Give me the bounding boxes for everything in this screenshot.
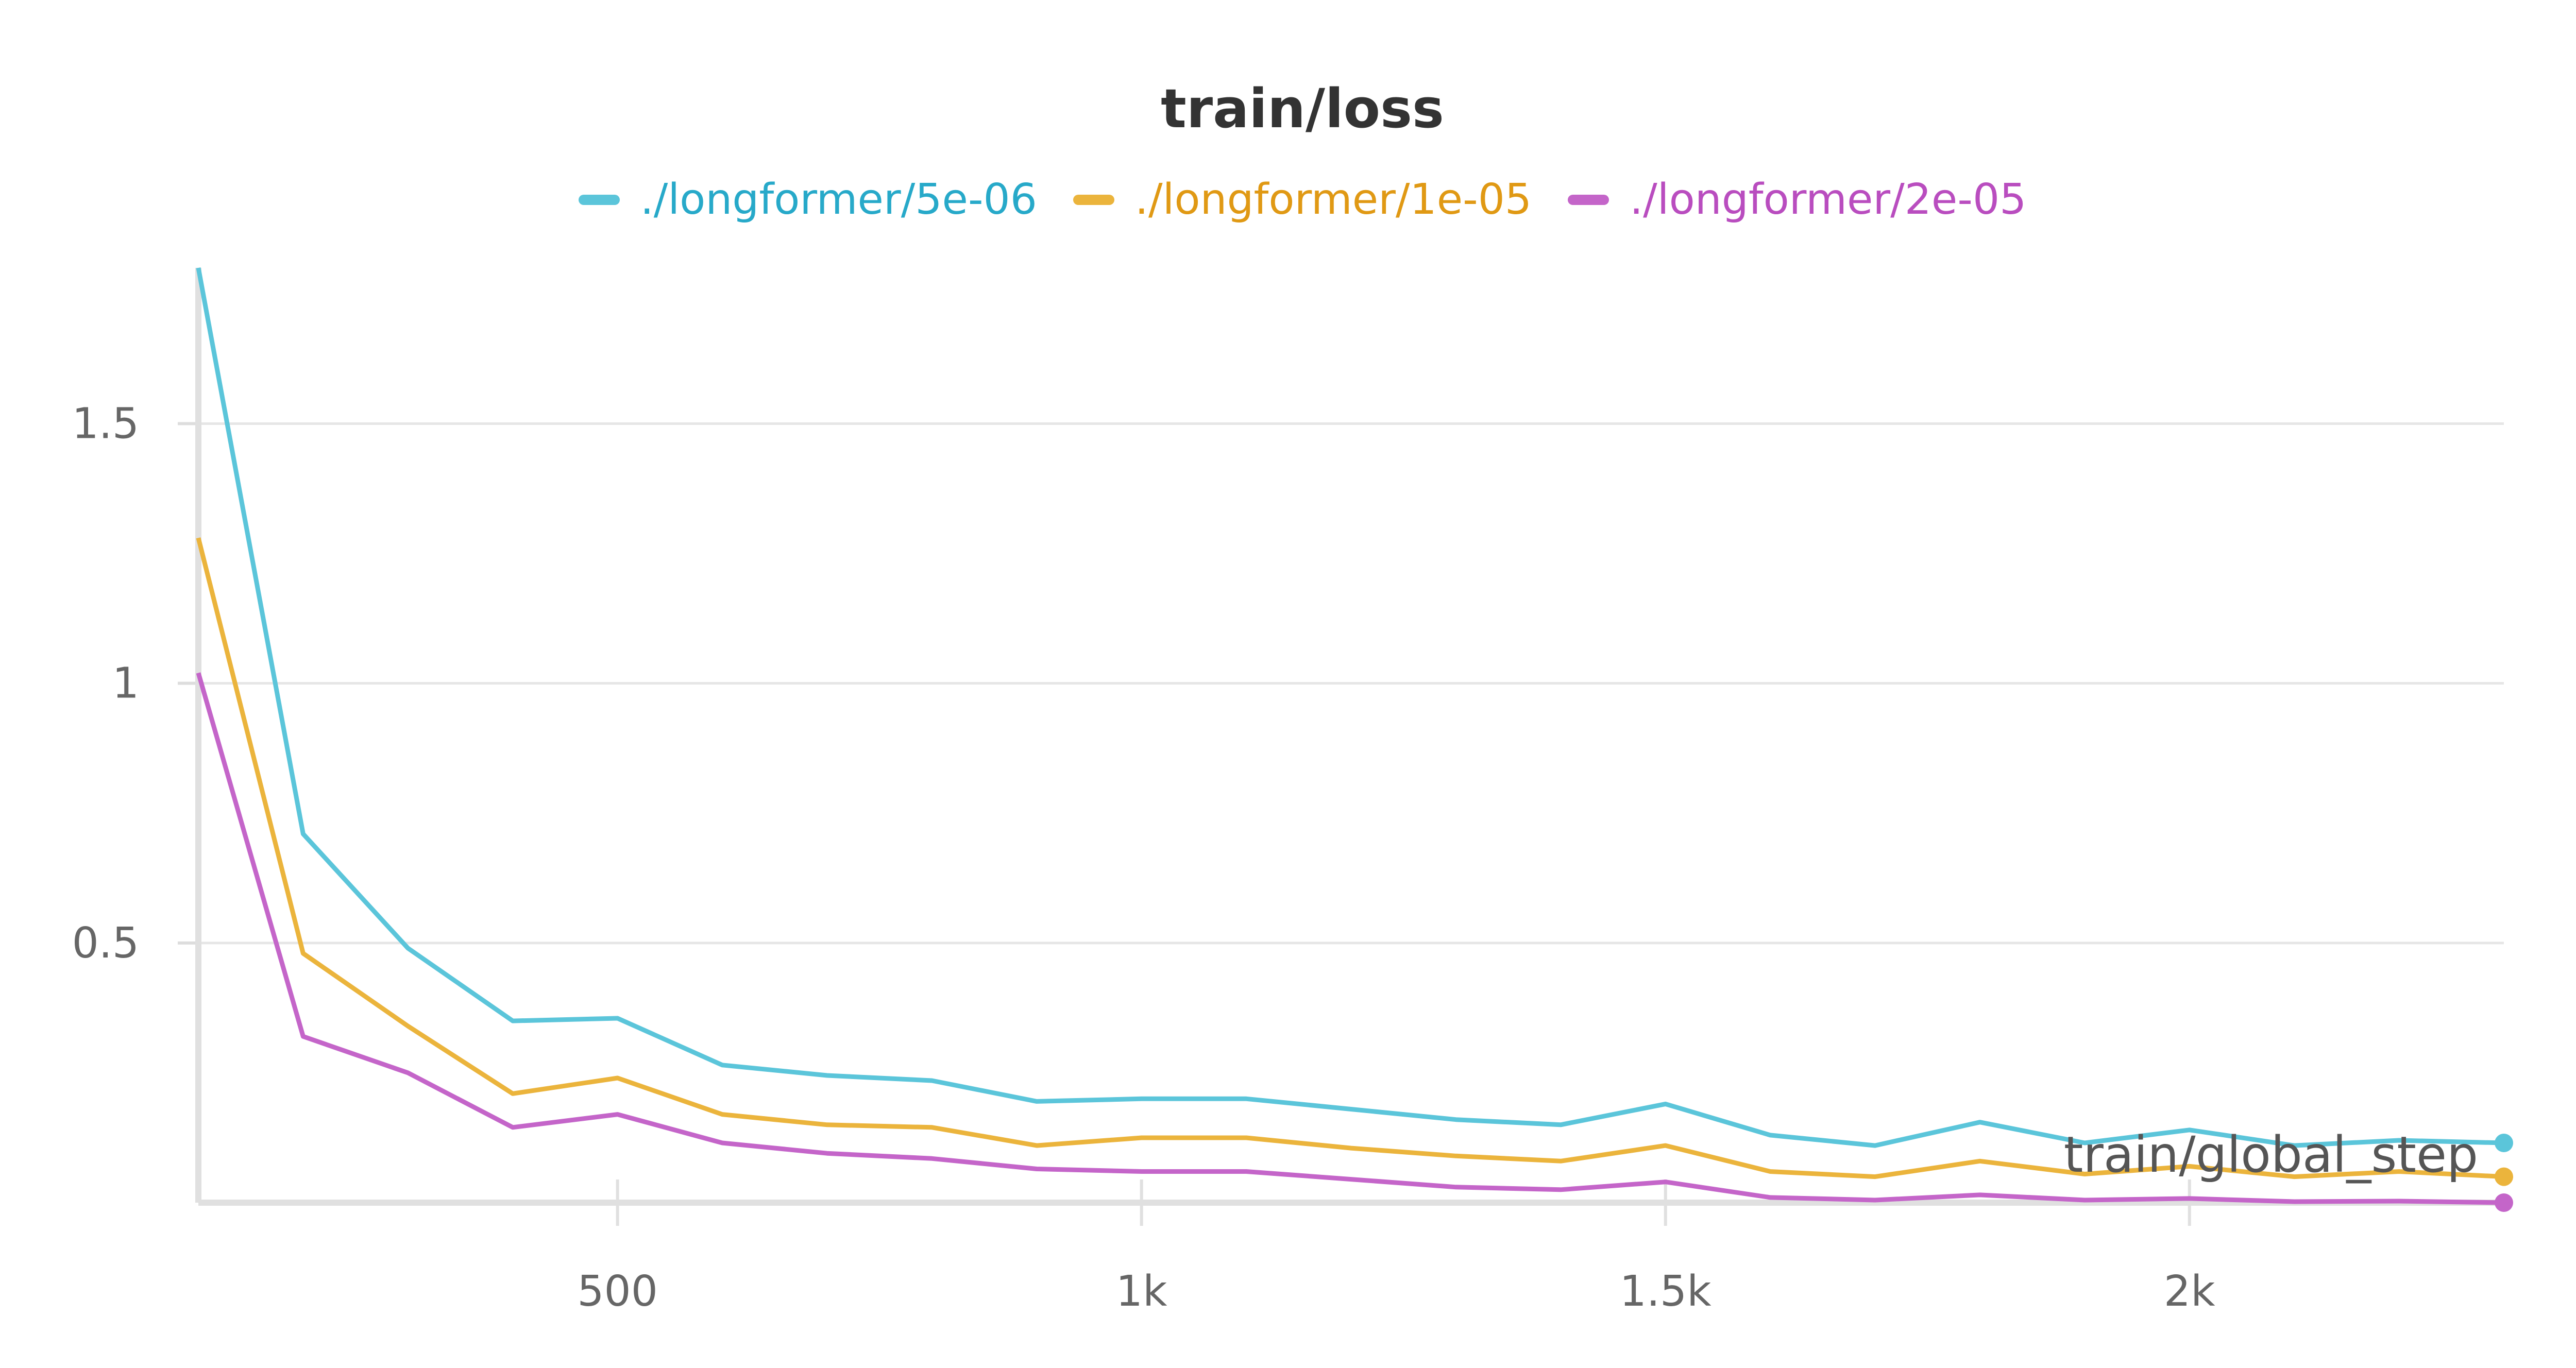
tick-labels: 0.5 1 1.5 500 1k 1.5k 2k: [72, 400, 2216, 1316]
series-line-1[interactable]: [196, 537, 2504, 1179]
series-line-2[interactable]: [196, 672, 2504, 1205]
y-tick-label: 0.5: [72, 919, 139, 968]
x-tick-label: 2k: [2164, 1267, 2215, 1316]
legend-label-1e-05: ./longformer/1e-05: [1134, 175, 1532, 224]
legend-item-5e-06[interactable]: ./longformer/5e-06: [578, 175, 1037, 224]
series-line-0[interactable]: [196, 267, 2504, 1148]
series-endpoint-0: [2495, 1134, 2513, 1153]
chart-title: train/loss: [1161, 77, 1444, 140]
axes: [178, 268, 2504, 1226]
x-tick-label: 1k: [1116, 1267, 1167, 1316]
series-endpoint-2: [2495, 1193, 2513, 1212]
series-lines: [196, 267, 2513, 1212]
legend-swatch-2e-05: [1568, 194, 1609, 205]
y-tick-label: 1: [112, 659, 139, 708]
y-tick-label: 1.5: [72, 400, 139, 449]
x-tick-label: 1.5k: [1620, 1267, 1711, 1316]
legend-swatch-5e-06: [578, 194, 620, 205]
x-tick-label: 500: [577, 1267, 658, 1316]
legend: ./longformer/5e-06 ./longformer/1e-05 ./…: [0, 175, 2576, 224]
x-axis-label: train/global_step: [2064, 1126, 2478, 1184]
legend-item-1e-05[interactable]: ./longformer/1e-05: [1073, 175, 1532, 224]
legend-item-2e-05[interactable]: ./longformer/2e-05: [1568, 175, 2026, 224]
legend-swatch-1e-05: [1073, 194, 1114, 205]
legend-label-5e-06: ./longformer/5e-06: [640, 175, 1037, 224]
series-endpoint-1: [2495, 1167, 2513, 1186]
grid-lines: [198, 422, 2504, 945]
legend-label-2e-05: ./longformer/2e-05: [1630, 175, 2027, 224]
